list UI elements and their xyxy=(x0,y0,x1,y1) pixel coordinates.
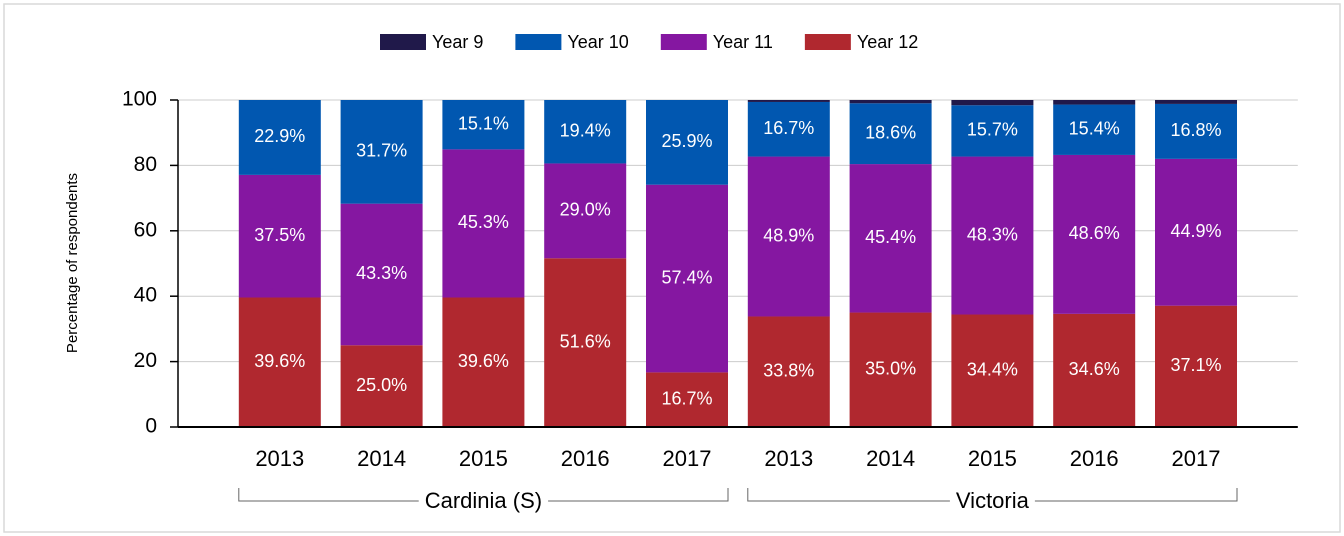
bar-segment xyxy=(646,184,728,373)
bar-segment xyxy=(544,258,627,427)
data-label: 37.5% xyxy=(254,225,305,245)
y-tick-label: 0 xyxy=(145,415,157,438)
bar-segment xyxy=(951,100,1034,106)
bar-segment xyxy=(544,163,627,259)
data-label: 22.9% xyxy=(254,126,305,146)
data-label: 15.4% xyxy=(1069,119,1120,139)
bar-segment xyxy=(1155,305,1237,427)
bar-segment xyxy=(1053,104,1136,155)
legend-label: Year 12 xyxy=(857,32,918,52)
y-tick-label: 100 xyxy=(122,88,157,111)
bar-segment xyxy=(238,297,321,427)
data-label: 29.0% xyxy=(560,200,611,220)
bar-segment xyxy=(1155,158,1237,306)
bar-segment xyxy=(747,100,830,102)
data-label: 34.4% xyxy=(967,360,1018,380)
bar-segment xyxy=(340,345,423,427)
data-label: 19.4% xyxy=(560,120,611,140)
data-label: 15.7% xyxy=(967,120,1018,140)
bar-segment xyxy=(1053,154,1136,314)
data-label: 48.3% xyxy=(967,224,1018,244)
data-label: 15.1% xyxy=(458,113,509,133)
bar-segment xyxy=(340,100,423,204)
bar-segment xyxy=(747,101,830,157)
legend-swatch xyxy=(515,34,562,50)
data-label: 25.9% xyxy=(661,131,712,151)
data-label: 16.8% xyxy=(1170,120,1221,140)
bar-segment xyxy=(238,174,321,298)
bar-segment xyxy=(646,372,728,427)
data-label: 16.7% xyxy=(763,118,814,138)
data-label: 45.4% xyxy=(865,227,916,247)
bar-segment xyxy=(1053,100,1136,105)
data-label: 44.9% xyxy=(1170,221,1221,241)
y-tick-label: 60 xyxy=(134,218,157,241)
y-tick-label: 20 xyxy=(134,349,157,372)
x-tick-label: 2014 xyxy=(866,446,915,471)
bar-segment xyxy=(849,103,932,165)
bar-segment xyxy=(951,156,1034,315)
bar-segment xyxy=(849,100,932,104)
bar-segment xyxy=(442,297,525,427)
data-label: 51.6% xyxy=(560,331,611,351)
data-label: 57.4% xyxy=(661,267,712,287)
bar-segment xyxy=(951,105,1034,157)
data-label: 45.3% xyxy=(458,212,509,232)
x-tick-label: 2016 xyxy=(1070,446,1119,471)
bar-segment xyxy=(849,164,932,313)
group-label: Cardinia (S) xyxy=(425,488,542,513)
x-tick-label: 2015 xyxy=(968,446,1017,471)
x-tick-label: 2015 xyxy=(459,446,508,471)
data-label: 39.6% xyxy=(458,351,509,371)
x-tick-label: 2016 xyxy=(561,446,610,471)
bar-segment xyxy=(951,314,1034,427)
data-label: 48.6% xyxy=(1069,223,1120,243)
bar-segment xyxy=(1155,103,1237,159)
legend-label: Year 9 xyxy=(432,32,483,52)
data-label: 25.0% xyxy=(356,375,407,395)
group-label: Victoria xyxy=(956,488,1030,513)
bar-segment xyxy=(544,100,627,164)
data-label: 48.9% xyxy=(763,225,814,245)
bar-segment xyxy=(849,312,932,427)
y-tick-label: 80 xyxy=(134,153,157,176)
bar-segment xyxy=(1155,100,1237,104)
data-label: 18.6% xyxy=(865,122,916,142)
y-tick-label: 40 xyxy=(134,284,157,307)
legend-swatch xyxy=(660,34,707,50)
legend-label: Year 10 xyxy=(567,32,628,52)
legend-swatch xyxy=(804,34,851,50)
data-label: 34.6% xyxy=(1069,359,1120,379)
bar-segment xyxy=(238,100,321,175)
group-label-bg xyxy=(949,495,1035,509)
x-tick-label: 2013 xyxy=(764,446,813,471)
bar-segment xyxy=(646,100,728,185)
x-tick-label: 2014 xyxy=(357,446,406,471)
legend-swatch xyxy=(380,34,426,50)
data-label: 33.8% xyxy=(763,360,814,380)
bar-segment xyxy=(442,100,525,150)
bar-segment xyxy=(747,316,830,427)
data-label: 16.7% xyxy=(661,388,712,408)
bar-segment xyxy=(1053,313,1136,427)
data-label: 37.1% xyxy=(1170,355,1221,375)
bar-segment xyxy=(747,156,830,317)
x-tick-label: 2013 xyxy=(255,446,304,471)
data-label: 43.3% xyxy=(356,263,407,283)
bar-segment xyxy=(442,149,525,298)
group-label-bg xyxy=(418,495,549,509)
y-axis-title: Percentage of respondents xyxy=(64,173,81,353)
data-label: 39.6% xyxy=(254,351,305,371)
x-tick-label: 2017 xyxy=(663,446,712,471)
bar-segment xyxy=(340,203,423,346)
x-tick-label: 2017 xyxy=(1172,446,1221,471)
data-label: 35.0% xyxy=(865,359,916,379)
data-label: 31.7% xyxy=(356,141,407,161)
legend-label: Year 11 xyxy=(713,32,773,52)
